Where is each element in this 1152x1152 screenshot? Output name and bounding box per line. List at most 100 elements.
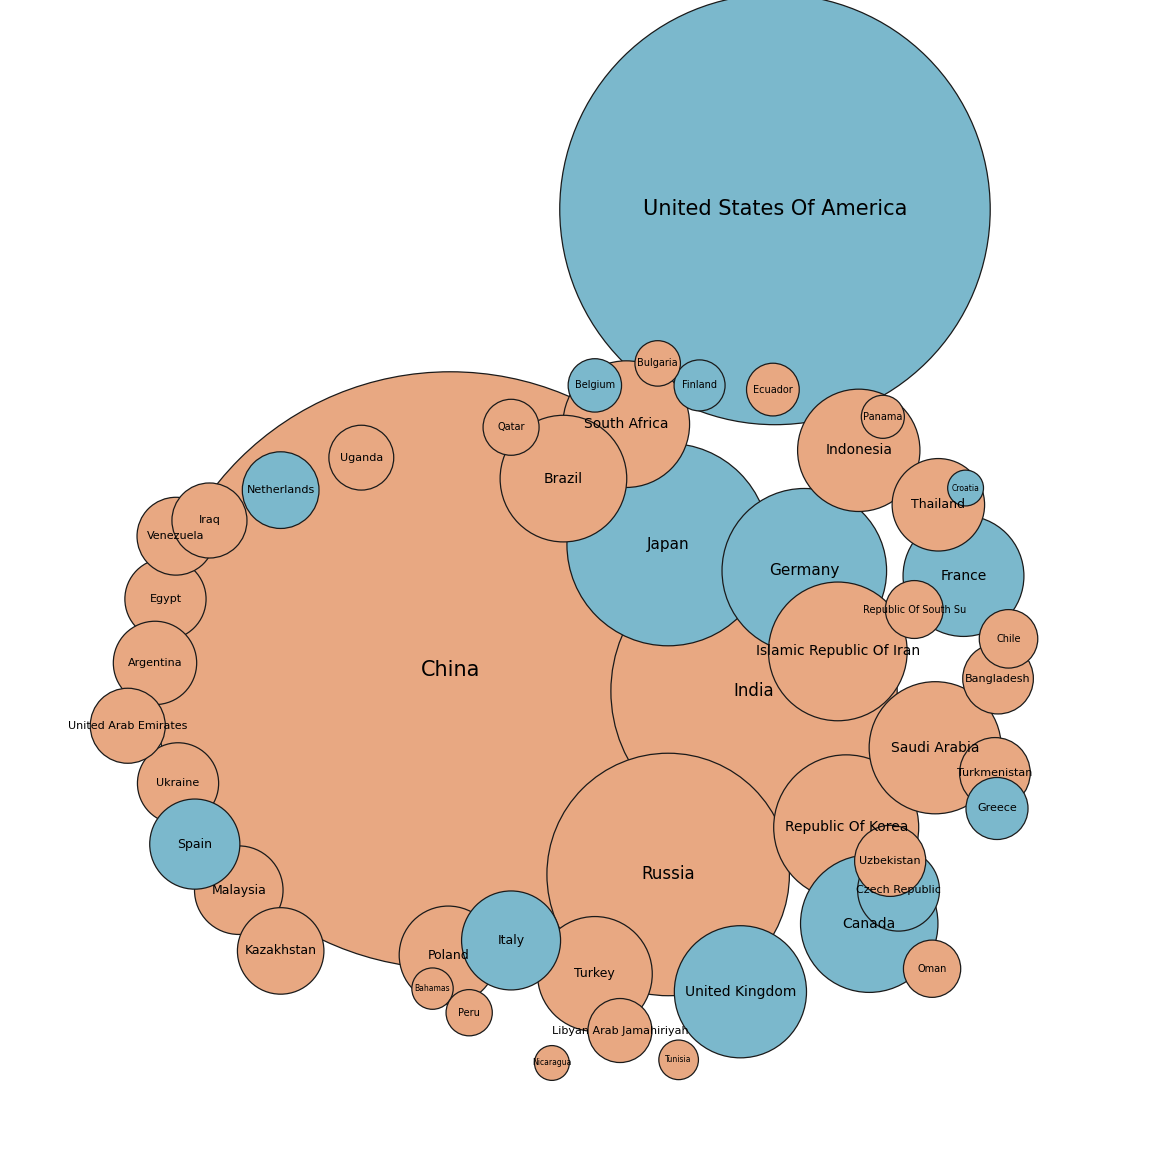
Circle shape bbox=[137, 498, 215, 575]
Circle shape bbox=[446, 990, 492, 1036]
Circle shape bbox=[588, 999, 652, 1062]
Text: Netherlands: Netherlands bbox=[247, 485, 314, 495]
Circle shape bbox=[967, 778, 1028, 840]
Text: Finland: Finland bbox=[682, 380, 717, 391]
Circle shape bbox=[137, 743, 219, 824]
Circle shape bbox=[674, 926, 806, 1058]
Circle shape bbox=[412, 968, 453, 1009]
Text: Germany: Germany bbox=[770, 563, 840, 578]
Circle shape bbox=[892, 458, 985, 551]
Text: Panama: Panama bbox=[863, 411, 902, 422]
Text: Venezuela: Venezuela bbox=[147, 531, 205, 541]
Circle shape bbox=[886, 581, 943, 638]
Circle shape bbox=[483, 400, 539, 455]
Text: Argentina: Argentina bbox=[128, 658, 182, 668]
Circle shape bbox=[659, 1040, 698, 1079]
Text: Nicaragua: Nicaragua bbox=[532, 1059, 571, 1068]
Circle shape bbox=[400, 907, 498, 1005]
Text: Greece: Greece bbox=[977, 803, 1017, 813]
Circle shape bbox=[563, 361, 690, 487]
Text: Iraq: Iraq bbox=[198, 515, 220, 525]
Text: Oman: Oman bbox=[917, 964, 947, 973]
Text: India: India bbox=[734, 682, 774, 700]
Text: Brazil: Brazil bbox=[544, 471, 583, 486]
Circle shape bbox=[195, 846, 283, 934]
Text: Uzbekistan: Uzbekistan bbox=[859, 856, 920, 866]
Text: Russia: Russia bbox=[642, 865, 695, 884]
Text: Belgium: Belgium bbox=[575, 380, 615, 391]
Text: South Africa: South Africa bbox=[584, 417, 668, 431]
Text: Ukraine: Ukraine bbox=[157, 779, 199, 788]
Circle shape bbox=[903, 940, 961, 998]
Text: Bulgaria: Bulgaria bbox=[637, 358, 679, 369]
Text: Libyan Arab Jamahiriyah: Libyan Arab Jamahiriyah bbox=[552, 1025, 688, 1036]
Circle shape bbox=[560, 0, 991, 425]
Circle shape bbox=[768, 582, 907, 721]
Text: Malaysia: Malaysia bbox=[211, 884, 266, 896]
Text: Bahamas: Bahamas bbox=[415, 984, 450, 993]
Text: France: France bbox=[940, 569, 986, 583]
Text: Indonesia: Indonesia bbox=[825, 444, 893, 457]
Text: Croatia: Croatia bbox=[952, 484, 979, 493]
Text: Japan: Japan bbox=[646, 537, 690, 552]
Text: Tunisia: Tunisia bbox=[666, 1055, 692, 1064]
Circle shape bbox=[635, 341, 681, 386]
Text: Peru: Peru bbox=[458, 1008, 480, 1017]
Circle shape bbox=[538, 917, 652, 1031]
Text: Kazakhstan: Kazakhstan bbox=[244, 945, 317, 957]
Circle shape bbox=[960, 737, 1030, 809]
Text: Italy: Italy bbox=[498, 934, 524, 947]
Text: Turkmenistan: Turkmenistan bbox=[957, 768, 1032, 778]
Text: Republic Of Korea: Republic Of Korea bbox=[785, 820, 908, 834]
Circle shape bbox=[500, 415, 627, 541]
Circle shape bbox=[979, 609, 1038, 668]
Circle shape bbox=[774, 755, 918, 900]
Text: Qatar: Qatar bbox=[498, 423, 525, 432]
Text: Thailand: Thailand bbox=[911, 499, 965, 511]
Circle shape bbox=[152, 372, 749, 969]
Circle shape bbox=[568, 358, 622, 412]
Circle shape bbox=[328, 425, 394, 490]
Text: Poland: Poland bbox=[427, 948, 469, 962]
Circle shape bbox=[90, 688, 165, 764]
Text: United Kingdom: United Kingdom bbox=[684, 985, 796, 999]
Text: Uganda: Uganda bbox=[340, 453, 382, 463]
Circle shape bbox=[172, 483, 247, 558]
Circle shape bbox=[862, 395, 904, 439]
Text: Egypt: Egypt bbox=[150, 594, 182, 604]
Text: Turkey: Turkey bbox=[575, 968, 615, 980]
Text: Chile: Chile bbox=[996, 634, 1021, 644]
Text: China: China bbox=[420, 660, 480, 680]
Text: Czech Republic: Czech Republic bbox=[856, 885, 941, 895]
Text: Spain: Spain bbox=[177, 838, 212, 850]
Circle shape bbox=[903, 516, 1024, 636]
Circle shape bbox=[746, 363, 799, 416]
Circle shape bbox=[150, 799, 240, 889]
Circle shape bbox=[242, 452, 319, 529]
Text: Republic Of South Su: Republic Of South Su bbox=[863, 605, 965, 614]
Circle shape bbox=[855, 825, 926, 896]
Text: United Arab Emirates: United Arab Emirates bbox=[68, 721, 188, 730]
Text: Islamic Republic Of Iran: Islamic Republic Of Iran bbox=[756, 644, 920, 659]
Circle shape bbox=[674, 359, 725, 411]
Circle shape bbox=[567, 444, 770, 646]
Text: United States Of America: United States Of America bbox=[643, 199, 907, 219]
Circle shape bbox=[462, 890, 561, 990]
Circle shape bbox=[611, 548, 897, 834]
Circle shape bbox=[948, 470, 984, 506]
Circle shape bbox=[535, 1046, 569, 1081]
Circle shape bbox=[869, 682, 1001, 813]
Circle shape bbox=[124, 559, 206, 639]
Circle shape bbox=[963, 643, 1033, 714]
Circle shape bbox=[797, 389, 920, 511]
Circle shape bbox=[113, 621, 197, 705]
Text: Ecuador: Ecuador bbox=[753, 385, 793, 395]
Text: Canada: Canada bbox=[842, 917, 896, 931]
Circle shape bbox=[857, 849, 940, 931]
Circle shape bbox=[801, 855, 938, 992]
Circle shape bbox=[547, 753, 789, 995]
Circle shape bbox=[237, 908, 324, 994]
Circle shape bbox=[722, 488, 887, 653]
Text: Bangladesh: Bangladesh bbox=[965, 674, 1031, 683]
Text: Saudi Arabia: Saudi Arabia bbox=[890, 741, 979, 755]
